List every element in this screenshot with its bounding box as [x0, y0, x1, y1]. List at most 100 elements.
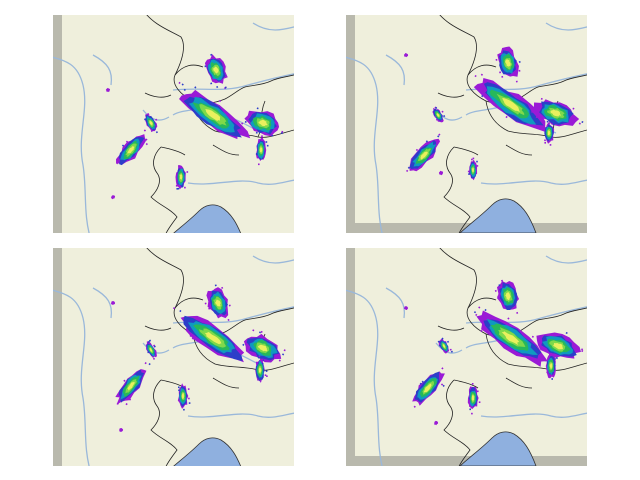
river — [545, 255, 587, 264]
precip-speckle — [531, 335, 534, 338]
precip-speckle — [496, 296, 499, 299]
precip-cell — [172, 307, 256, 363]
precip-cell — [177, 383, 191, 411]
precip-speckle — [176, 188, 178, 190]
precip-speckle — [155, 131, 158, 134]
precip-cell — [243, 329, 286, 363]
precip-speckle — [261, 135, 263, 137]
precip-speckle — [175, 185, 178, 187]
country-border — [174, 297, 204, 309]
river — [252, 22, 294, 31]
precip-speckle — [221, 286, 224, 289]
precip-speckle — [438, 133, 441, 136]
precip-contour — [472, 167, 474, 173]
precip-speckle — [271, 134, 274, 137]
precip-speckle — [478, 306, 481, 309]
precip-speckle — [475, 313, 478, 317]
precip-speckle — [261, 137, 263, 140]
precip-speckle — [535, 116, 538, 119]
precip-speckle — [505, 115, 508, 119]
country-border — [467, 297, 497, 309]
precip-cell — [145, 339, 157, 360]
precip-speckle — [552, 351, 554, 354]
precip-cell — [531, 97, 584, 127]
map-canvas — [53, 15, 294, 233]
precip-speckle — [128, 398, 132, 401]
precip-contour — [119, 428, 124, 432]
precip-speckle — [143, 118, 147, 121]
precip-speckle — [531, 110, 534, 113]
country-border — [144, 325, 172, 331]
precip-speckle — [152, 357, 156, 360]
precip-speckle — [189, 334, 192, 337]
precip-speckle — [552, 353, 555, 356]
precip-cell — [494, 279, 520, 314]
precip-speckle — [515, 80, 518, 83]
precip-speckle — [125, 140, 129, 143]
precip-speckle — [449, 348, 452, 351]
precip-speckle — [474, 74, 477, 78]
map-panel-top-left — [53, 15, 294, 233]
precip-contour — [403, 306, 408, 310]
precip-speckle — [260, 330, 263, 333]
precip-speckle — [256, 107, 259, 110]
precip-speckle — [441, 337, 444, 340]
river — [252, 255, 294, 264]
precip-speckle — [415, 148, 419, 152]
precip-contour — [127, 381, 135, 391]
precip-speckle — [183, 88, 186, 92]
precip-contour — [505, 292, 511, 301]
precip-speckle — [476, 160, 478, 163]
precip-contour — [502, 98, 520, 112]
precip-speckle — [265, 370, 268, 372]
precip-cell — [473, 306, 548, 367]
precip-speckle — [184, 186, 186, 189]
precip-speckle — [467, 170, 470, 173]
sea-area — [173, 204, 242, 233]
precip-contour — [434, 420, 439, 426]
precip-speckle — [406, 169, 409, 173]
precip-speckle — [216, 85, 219, 89]
precip-cell — [116, 129, 148, 166]
country-border — [453, 146, 479, 156]
precip-speckle — [143, 129, 147, 132]
river — [480, 412, 587, 418]
precip-cell — [178, 81, 251, 140]
precip-cell — [255, 355, 268, 383]
precip-speckle — [218, 99, 222, 103]
country-border — [192, 333, 294, 371]
precip-speckle — [258, 331, 262, 334]
country-border — [443, 146, 471, 233]
map-canvas — [346, 15, 587, 233]
precip-contour — [505, 59, 511, 67]
precip-speckle — [125, 403, 128, 406]
country-border — [160, 146, 186, 156]
precip-speckle — [187, 388, 190, 390]
precip-contour — [258, 119, 268, 127]
precip-cell — [255, 135, 269, 166]
precip-speckle — [144, 362, 147, 365]
precip-speckle — [266, 144, 269, 147]
precip-speckle — [204, 302, 207, 305]
precip-speckle — [477, 390, 479, 393]
precip-contour — [547, 130, 551, 136]
country-border — [212, 377, 240, 389]
precip-contour — [258, 367, 262, 373]
precip-contour — [553, 342, 564, 350]
precip-speckle — [194, 86, 197, 89]
precip-speckle — [516, 311, 519, 314]
map-panel-bottom-right — [346, 248, 587, 466]
precip-speckle — [265, 141, 268, 143]
precip-speckle — [241, 122, 244, 125]
precip-cell — [412, 367, 445, 408]
precip-speckle — [281, 130, 284, 133]
map-canvas — [346, 248, 587, 466]
precip-cell — [495, 46, 521, 83]
precip-speckle — [210, 53, 213, 56]
river — [346, 289, 383, 466]
precip-speckle — [442, 384, 445, 387]
precip-speckle — [258, 355, 261, 358]
precip-speckle — [433, 113, 436, 116]
precip-speckle — [148, 339, 152, 342]
precip-contour — [111, 195, 116, 200]
